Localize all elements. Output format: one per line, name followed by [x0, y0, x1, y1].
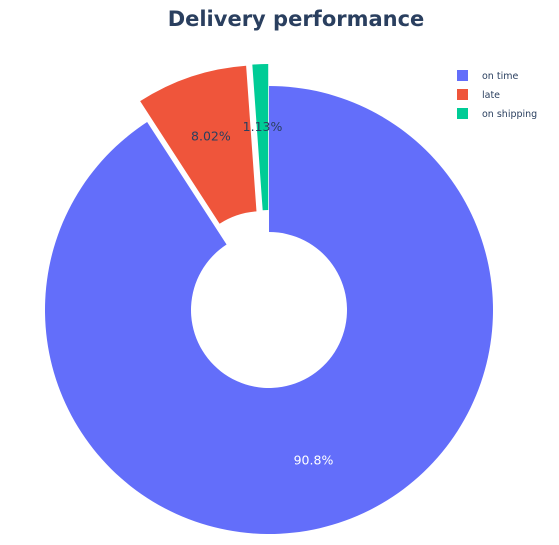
slice-label-on-shipping: 1.13%	[243, 119, 283, 134]
chart-title: Delivery performance	[168, 7, 425, 31]
legend-swatch	[457, 70, 468, 81]
slice-label-late: 8.02%	[191, 128, 231, 143]
slice-labels: 90.8% 8.02% 1.13%	[191, 119, 333, 467]
legend-item-late[interactable]: late	[457, 89, 500, 101]
slice-late	[140, 65, 257, 224]
slice-on-shipping	[252, 64, 269, 211]
legend-swatch	[457, 89, 468, 100]
legend-item-on-shipping[interactable]: on shipping	[457, 108, 537, 120]
slice-on-time	[45, 86, 493, 534]
pie-slices	[45, 64, 493, 534]
legend-swatch	[457, 108, 468, 119]
chart-legend: on time late on shipping	[457, 70, 537, 120]
legend-label: on time	[482, 71, 518, 82]
legend-label: on shipping	[482, 109, 537, 120]
legend-item-on-time[interactable]: on time	[457, 70, 518, 82]
legend-label: late	[482, 90, 500, 101]
slice-label-on-time: 90.8%	[294, 452, 334, 467]
